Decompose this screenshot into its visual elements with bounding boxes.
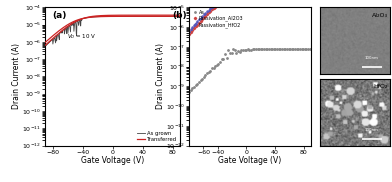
Passivation_Al2O3 — [187, 33, 192, 35]
As — [298, 48, 302, 50]
Y-axis label: Drain Current (A): Drain Current (A) — [156, 43, 165, 109]
Text: $V_D$ = 10 V: $V_D$ = 10 V — [67, 32, 96, 41]
As grown — [96, 15, 101, 18]
Line: Passivation_Al2O3: Passivation_Al2O3 — [188, 0, 312, 35]
Text: 100nm: 100nm — [365, 128, 379, 132]
Transferred — [96, 15, 101, 17]
As grown — [141, 15, 146, 17]
As — [309, 48, 313, 50]
As — [259, 48, 264, 50]
X-axis label: Gate Voltage (V): Gate Voltage (V) — [81, 156, 144, 165]
Text: (a): (a) — [52, 11, 66, 20]
Text: Al₂O₃: Al₂O₃ — [372, 13, 388, 18]
Line: Transferred: Transferred — [45, 15, 180, 45]
Line: As grown: As grown — [45, 16, 180, 46]
As grown — [43, 45, 47, 48]
Transferred — [59, 30, 64, 32]
Y-axis label: Drain Current (A): Drain Current (A) — [12, 43, 21, 109]
As — [262, 48, 267, 50]
Line: Passivation_HfO2: Passivation_HfO2 — [188, 0, 312, 31]
As — [187, 90, 192, 92]
Passivation_HfO2 — [187, 29, 192, 31]
As — [187, 91, 192, 93]
Passivation_Al2O3 — [187, 32, 192, 35]
Transferred — [43, 44, 47, 46]
As grown — [59, 30, 64, 33]
Transferred — [140, 14, 145, 16]
Legend: As, Passivation_Al2O3, Passivation_HfO2: As, Passivation_Al2O3, Passivation_HfO2 — [190, 8, 245, 30]
Text: (b): (b) — [172, 11, 187, 20]
As — [290, 48, 294, 50]
As grown — [87, 16, 91, 19]
As grown — [140, 15, 145, 17]
As grown — [178, 15, 183, 17]
As — [235, 47, 240, 50]
Transferred — [87, 16, 91, 18]
Legend: As grown, Transferred: As grown, Transferred — [135, 129, 179, 144]
As grown — [128, 15, 132, 17]
Transferred — [128, 14, 132, 16]
As — [260, 48, 265, 50]
Text: 100nm: 100nm — [365, 56, 379, 60]
Line: As: As — [189, 48, 312, 92]
Passivation_HfO2 — [187, 29, 192, 32]
Transferred — [141, 14, 146, 16]
Text: HfO₂: HfO₂ — [374, 84, 388, 89]
Transferred — [178, 14, 183, 16]
X-axis label: Gate Voltage (V): Gate Voltage (V) — [218, 156, 282, 165]
